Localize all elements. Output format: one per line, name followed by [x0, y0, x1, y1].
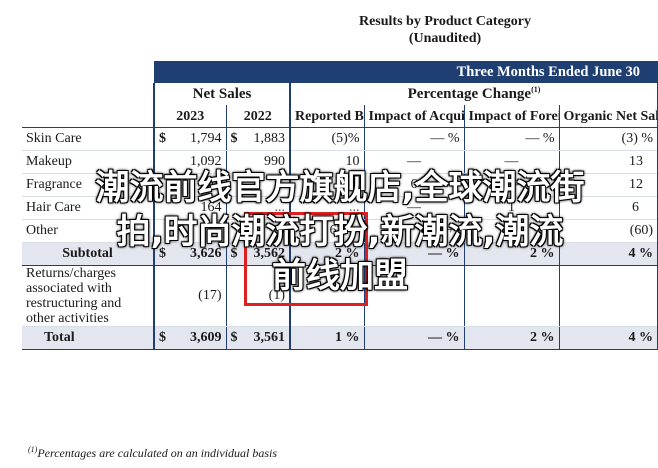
subtotal-label: Subtotal [22, 242, 154, 266]
total-organic: 4 % [558, 326, 658, 350]
row-label: Fragrance [22, 173, 154, 197]
cell-organic: 13 [558, 150, 658, 174]
cell-reported: 10 [289, 150, 364, 174]
results-table: Three Months Ended June 30 Net Sales Per… [22, 61, 658, 350]
row-label: Skin Care [22, 127, 154, 151]
returns-label: Returns/charges associated with restruct… [22, 265, 154, 327]
col-reported-header: Reported Basis [289, 105, 364, 128]
cell-organic: (60) [558, 219, 658, 243]
subtotal-foreign-currency: 2 % [463, 242, 559, 266]
subtotal-2022: $3,562 [225, 242, 290, 266]
cell-acquisitions: 6 [363, 173, 464, 197]
cell-reported: 67 [289, 219, 364, 243]
percentage-change-group-header: Percentage Change(1) [290, 83, 658, 105]
col-acquisitions-header: Impact of Acquisitions, Divestitures and… [363, 105, 464, 128]
cell-2022: 990 [225, 150, 290, 174]
table-row: Fragrance 545 ... ... 6 — 12 [22, 173, 658, 197]
row-label: Makeup [22, 150, 154, 174]
col-2022-header: 2022 [225, 105, 290, 128]
col-2023-header: 2023 [153, 105, 226, 128]
subtotal-2023: $3,626 [153, 242, 226, 266]
col-foreign-currency-header: Impact of Foreign Currency Translation [463, 105, 559, 128]
report-subtitle: (Unaudited) [408, 31, 482, 46]
total-reported: 1 % [289, 326, 364, 350]
cell-reported: ... [289, 173, 364, 197]
total-2023: $3,609 [153, 326, 226, 350]
col-organic-header: Organic Net Sales (non-GAAP) [558, 105, 658, 128]
period-header: Three Months Ended June 30 [154, 61, 658, 83]
cell-acquisitions: — % [363, 127, 464, 151]
cell-acquisitions: — [363, 150, 464, 174]
cell-foreign-currency: 1 [463, 196, 559, 220]
cell-reported: ... [289, 196, 364, 220]
cell-2022: $1,883 [225, 127, 290, 151]
cell-organic: 12 [558, 173, 658, 197]
total-row: Total $3,609 $3,561 1 % — % 2 % 4 % [22, 326, 658, 350]
table-row: Skin Care $1,794 $1,883 (5)% — % — % (3)… [22, 127, 658, 151]
cell-acquisitions: — [363, 196, 464, 220]
cell-2022: ... [225, 196, 290, 220]
row-label: Other [22, 219, 154, 243]
net-sales-group-header: Net Sales [153, 83, 291, 105]
cell-reported: (5)% [289, 127, 364, 151]
total-acquisitions: — % [363, 326, 464, 350]
cell-2022: 9 [225, 219, 290, 243]
table-row: Makeup 1,092 990 10 — — 13 [22, 150, 658, 174]
cell-foreign-currency: — % [463, 127, 559, 151]
subtotal-acquisitions: — % [363, 242, 464, 266]
subtotal-reported: 2 % [289, 242, 364, 266]
cell-2023: 164 [153, 196, 226, 220]
cell-foreign-currency: — [463, 173, 559, 197]
total-2022: $3,561 [225, 326, 290, 350]
subtotal-organic: 4 % [558, 242, 658, 266]
cell-2023: 545 [153, 173, 226, 197]
cell-2023: 15 [153, 219, 226, 243]
cell-organic: 6 [558, 196, 658, 220]
table-row: Hair Care 164 ... ... — 1 6 [22, 196, 658, 220]
cell-foreign-currency: — [463, 219, 559, 243]
cell-2022: ... [225, 173, 290, 197]
total-label: Total [22, 326, 154, 350]
footnote: (1)Percentages are calculated on an indi… [28, 445, 278, 460]
table-row: Other 15 9 67 (100+) — (60) [22, 219, 658, 243]
subtotal-row: Subtotal $3,626 $3,562 2 % — % 2 % 4 % [22, 242, 658, 266]
returns-row: Returns/charges associated with restruct… [22, 265, 658, 327]
returns-2023: (17) [153, 265, 226, 327]
cell-2023: $1,794 [153, 127, 226, 151]
cell-2023: 1,092 [153, 150, 226, 174]
row-label: Hair Care [22, 196, 154, 220]
cell-foreign-currency: — [463, 150, 559, 174]
report-title: Results by Product Category [358, 14, 531, 29]
total-foreign-currency: 2 % [463, 326, 559, 350]
cell-acquisitions: (100+) [363, 219, 464, 243]
returns-2022: (1) [225, 265, 290, 327]
cell-organic: (3) % [558, 127, 658, 151]
